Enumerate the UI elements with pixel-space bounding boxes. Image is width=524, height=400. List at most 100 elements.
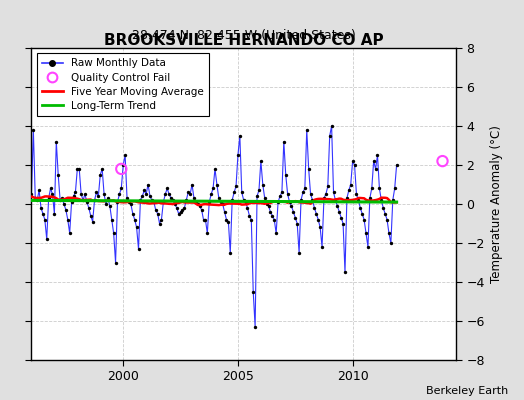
Point xyxy=(90,197,99,203)
Point xyxy=(316,224,324,230)
Point xyxy=(195,203,204,209)
Point xyxy=(280,138,288,145)
Point xyxy=(270,216,278,223)
Point xyxy=(375,185,384,192)
Point xyxy=(283,191,292,198)
Point xyxy=(134,246,143,252)
Point xyxy=(224,218,233,225)
Point xyxy=(221,209,229,215)
Point xyxy=(69,193,78,199)
Point xyxy=(186,191,194,198)
Point xyxy=(348,158,357,164)
Point xyxy=(83,199,91,205)
Title: BROOKSVILLE HERNANDO CO AP: BROOKSVILLE HERNANDO CO AP xyxy=(104,33,384,48)
Point xyxy=(211,166,219,172)
Point xyxy=(174,210,183,217)
Point xyxy=(63,216,72,223)
Point xyxy=(113,199,122,205)
Point xyxy=(245,212,254,219)
Point xyxy=(297,197,305,203)
Point xyxy=(390,185,399,192)
Point xyxy=(188,181,196,188)
Point xyxy=(293,220,301,227)
Point xyxy=(219,201,227,207)
Point xyxy=(341,269,349,276)
Point xyxy=(102,201,110,207)
Point xyxy=(112,259,120,266)
Point xyxy=(335,209,343,215)
Point xyxy=(154,210,162,217)
Point xyxy=(106,203,114,209)
Point xyxy=(27,191,36,198)
Point xyxy=(366,195,374,201)
Point xyxy=(110,230,118,236)
Y-axis label: Temperature Anomaly (°C): Temperature Anomaly (°C) xyxy=(490,125,504,283)
Point xyxy=(314,216,322,223)
Point xyxy=(92,189,101,196)
Point xyxy=(377,197,386,203)
Point xyxy=(117,166,126,172)
Point xyxy=(84,205,93,211)
Point xyxy=(372,166,380,172)
Point xyxy=(346,181,355,188)
Point xyxy=(50,210,59,217)
Point xyxy=(54,172,62,178)
Point xyxy=(295,250,303,256)
Point xyxy=(136,197,145,203)
Point xyxy=(73,166,82,172)
Point xyxy=(369,158,378,164)
Point xyxy=(184,189,192,196)
Point xyxy=(161,191,169,198)
Point xyxy=(362,230,370,236)
Point xyxy=(389,197,397,203)
Point xyxy=(39,210,47,217)
Point xyxy=(165,191,173,198)
Point xyxy=(66,230,74,236)
Point xyxy=(385,230,393,236)
Point xyxy=(144,181,152,188)
Point xyxy=(146,193,154,199)
Point xyxy=(226,250,234,256)
Point xyxy=(117,185,125,192)
Point xyxy=(264,203,272,209)
Point xyxy=(207,191,215,198)
Point xyxy=(46,185,54,192)
Point xyxy=(125,199,133,205)
Point xyxy=(115,191,124,198)
Point xyxy=(169,197,177,203)
Point xyxy=(42,236,51,242)
Point xyxy=(274,199,282,205)
Text: 28.474 N, 82.455 W (United States): 28.474 N, 82.455 W (United States) xyxy=(132,29,356,42)
Point xyxy=(96,172,104,178)
Point xyxy=(343,195,351,201)
Point xyxy=(325,132,334,139)
Point xyxy=(333,203,342,209)
Point xyxy=(345,187,353,194)
Point xyxy=(48,191,57,198)
Point xyxy=(337,214,345,221)
Point xyxy=(100,191,108,198)
Point xyxy=(130,216,139,223)
Point xyxy=(128,210,137,217)
Point xyxy=(86,212,95,219)
Point xyxy=(322,191,330,198)
Point xyxy=(237,189,246,196)
Point xyxy=(104,195,112,201)
Point xyxy=(205,199,213,205)
Point xyxy=(163,185,171,192)
Point xyxy=(192,199,200,205)
Point xyxy=(29,127,38,133)
Point xyxy=(255,187,263,194)
Point xyxy=(71,189,80,196)
Point xyxy=(286,199,294,205)
Point xyxy=(367,185,376,192)
Point xyxy=(190,195,198,201)
Point xyxy=(358,210,366,217)
Point xyxy=(215,195,223,201)
Point xyxy=(37,205,45,211)
Point xyxy=(234,152,242,158)
Point xyxy=(328,123,336,129)
Point xyxy=(266,209,275,215)
Point xyxy=(304,166,313,172)
Point xyxy=(301,185,309,192)
